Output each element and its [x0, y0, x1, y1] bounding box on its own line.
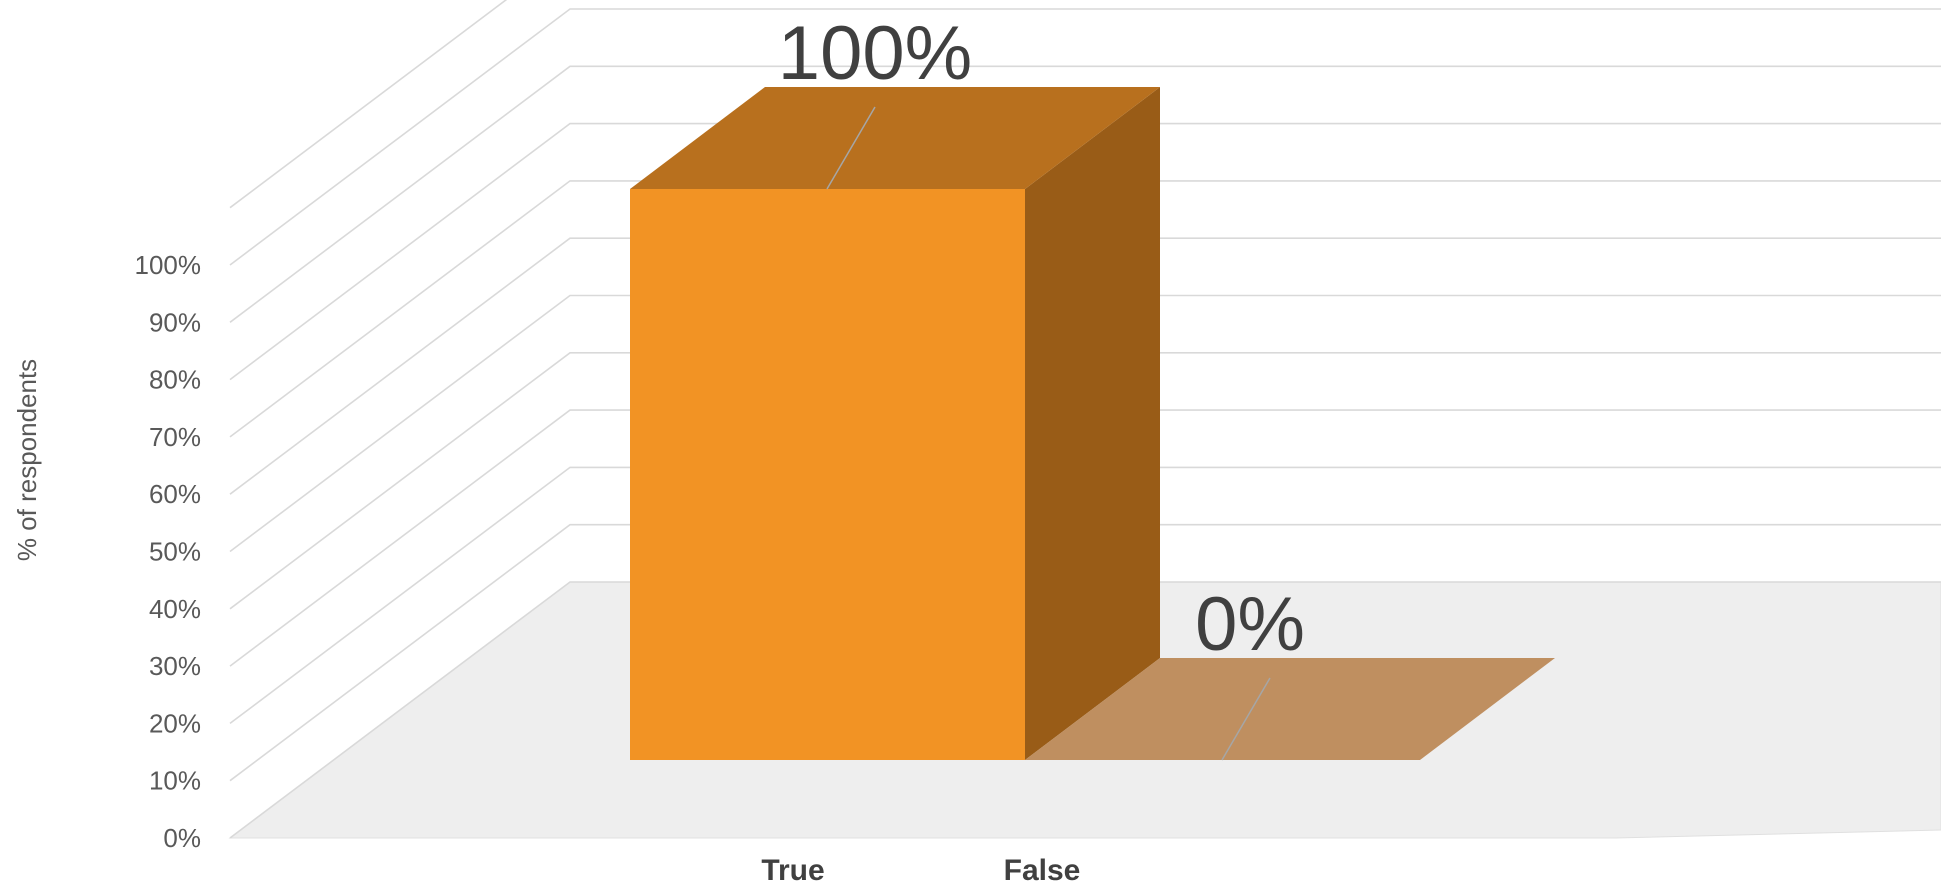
- y-tick-label: 50%: [149, 537, 201, 567]
- y-tick-label: 30%: [149, 651, 201, 681]
- gridline: [229, 351, 1941, 610]
- y-tick-label: 10%: [149, 766, 201, 796]
- gridline: [229, 122, 1941, 381]
- gridlines: [229, 0, 1941, 839]
- data-label-false: 0%: [1195, 582, 1305, 667]
- data-labels: 100% 0%: [778, 11, 1305, 761]
- gridline: [229, 180, 1941, 438]
- data-label-true: 100%: [778, 11, 972, 96]
- bar-top-true: [630, 87, 1160, 189]
- x-category-false: False: [1004, 854, 1081, 886]
- y-tick-label: 0%: [163, 823, 201, 853]
- gridline: [229, 466, 1941, 725]
- gridline: [229, 8, 1941, 266]
- y-tick-label: 40%: [149, 594, 201, 624]
- gridline: [229, 409, 1941, 667]
- data-label-leader: [826, 106, 876, 190]
- gridline: [229, 65, 1941, 323]
- gridline: [229, 0, 508, 209]
- bar-side-true: [1025, 87, 1160, 760]
- gridline: [229, 523, 1941, 782]
- y-tick-label: 100%: [135, 250, 202, 280]
- bar-front-true: [630, 189, 1025, 760]
- y-tick-label: 90%: [149, 307, 201, 337]
- y-tick-label: 60%: [149, 479, 201, 509]
- y-tick-label: 20%: [149, 708, 201, 738]
- y-axis-ticks: 0% 10% 20% 30% 40% 50% 60% 70% 80% 90% 100%: [135, 250, 202, 853]
- y-tick-label: 70%: [149, 422, 201, 452]
- y-tick-label: 80%: [149, 365, 201, 395]
- bars: [630, 87, 1555, 760]
- x-category-true: True: [761, 854, 824, 886]
- y-axis-title: % of respondents: [12, 359, 42, 561]
- gridline: [229, 237, 1941, 495]
- bar-top-false: [1025, 658, 1555, 760]
- x-axis-categories: True False: [761, 854, 1080, 886]
- gridline: [229, 294, 1941, 553]
- gridline: [229, 581, 1941, 839]
- data-label-leader: [1221, 677, 1271, 761]
